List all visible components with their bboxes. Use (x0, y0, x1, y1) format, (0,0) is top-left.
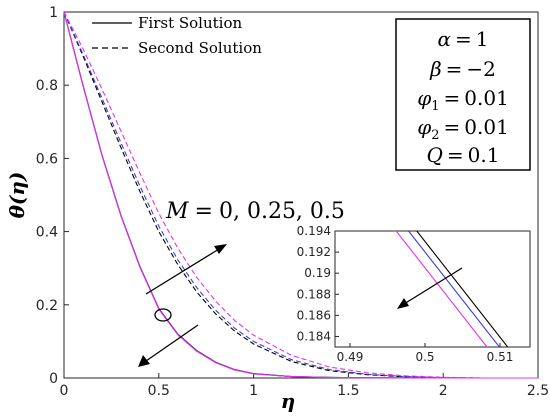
annotation-m-symbol: M (165, 199, 189, 224)
trend-arrow-second-shaft (145, 248, 220, 295)
legend-label-first: First Solution (138, 14, 242, 32)
param-alpha-value: 1 (476, 27, 489, 51)
param-phi2-equals: = (444, 115, 461, 139)
inset-y-tick-label: 0.188 (297, 287, 331, 301)
y-tick-label: 0.6 (36, 151, 58, 167)
inset-zoom: 0.49 0.5 0.51 0.184 0.186 0.188 0.19 0.192 0.194 (297, 224, 531, 364)
inset-y-tick-label: 0.184 (297, 329, 331, 343)
parameter-box: α = 1 β = −2 φ1 = 0.01 φ2 = 0.01 Q = 0.1 (395, 18, 531, 171)
second-solution-line-2 (63, 11, 538, 379)
inset-y-tick-label: 0.194 (297, 224, 331, 238)
annotation-m-equals: = (195, 199, 213, 224)
x-axis-label: η (281, 389, 296, 413)
param-q-value: 0.1 (468, 143, 500, 167)
trend-arrow-second (145, 244, 227, 295)
param-beta-symbol: β (429, 57, 442, 81)
parameter-box-frame (395, 18, 531, 171)
param-phi1-equals: = (444, 86, 461, 110)
trend-arrow-first (138, 324, 199, 367)
param-beta-value: −2 (466, 57, 495, 81)
inset-trend-arrow (397, 267, 463, 309)
trend-arrow-first-shaft (145, 324, 199, 362)
inset-trend-arrow-shaft (403, 267, 463, 305)
x-tick-label: 1.5 (337, 383, 359, 399)
inset-series-lines (395, 231, 509, 347)
param-alpha-equals: = (455, 27, 472, 51)
param-q-symbol: Q (427, 143, 443, 167)
param-alpha-symbol: α (437, 27, 451, 51)
inset-axis-ticks: 0.49 0.5 0.51 0.184 0.186 0.188 0.19 0.192 0.194 (297, 224, 514, 364)
param-beta: β = −2 (429, 57, 496, 81)
param-phi2-symbol: φ (417, 115, 431, 139)
param-phi1: φ1 = 0.01 (417, 86, 509, 114)
x-tick-label: 2.5 (527, 383, 549, 399)
param-beta-equals: = (446, 57, 463, 81)
param-phi1-subscript: 1 (431, 99, 439, 114)
inset-x-tick-label: 0.51 (487, 350, 514, 364)
trend-arrow-first-head (138, 355, 150, 367)
x-tick-label: 0.5 (148, 383, 170, 399)
y-tick-label: 0.4 (36, 225, 58, 241)
param-phi1-value: 0.01 (464, 86, 509, 110)
inset-y-tick-label: 0.192 (297, 245, 331, 259)
y-tick-label: 1 (49, 5, 58, 21)
legend-label-second: Second Solution (138, 39, 262, 57)
x-tick-label: 1 (249, 383, 258, 399)
param-q-equals: = (447, 143, 464, 167)
zoom-region-marker (154, 308, 172, 322)
y-tick-label: 0.8 (36, 78, 58, 94)
y-tick-label: 0 (49, 371, 58, 387)
annotation-m-values: 0, 0.25, 0.5 (219, 199, 345, 224)
param-q: Q = 0.1 (427, 143, 500, 167)
trend-arrow-second-head (214, 244, 227, 254)
param-phi2: φ2 = 0.01 (417, 115, 509, 143)
legend: First Solution Second Solution (92, 14, 262, 57)
param-alpha: α = 1 (437, 27, 488, 51)
inset-trend-arrow-head (397, 298, 409, 309)
inset-x-tick-label: 0.5 (415, 350, 434, 364)
inset-plot-area (334, 230, 531, 348)
x-tick-label: 0 (60, 383, 69, 399)
second-solution-line-0 (63, 11, 538, 379)
inset-y-tick-label: 0.19 (304, 266, 331, 280)
param-phi2-value: 0.01 (464, 115, 509, 139)
parameter-m-annotation: M = 0, 0.25, 0.5 (165, 199, 345, 224)
main-series-lines (63, 11, 538, 379)
inset-y-tick-label: 0.186 (297, 308, 331, 322)
main-axis-ticks: 0 0.5 1 1.5 2 2.500.20.40.60.81 (36, 5, 549, 399)
x-tick-label: 2 (439, 383, 448, 399)
param-phi1-symbol: φ (417, 86, 431, 110)
y-axis-label: θ(η) (5, 172, 29, 219)
inset-line-2 (395, 231, 488, 347)
y-tick-label: 0.2 (36, 298, 58, 314)
param-phi2-subscript: 2 (431, 128, 439, 143)
inset-line-0 (416, 231, 509, 347)
inset-line-1 (407, 231, 501, 347)
first-solution-line-2 (63, 11, 538, 379)
inset-x-tick-label: 0.49 (337, 350, 364, 364)
